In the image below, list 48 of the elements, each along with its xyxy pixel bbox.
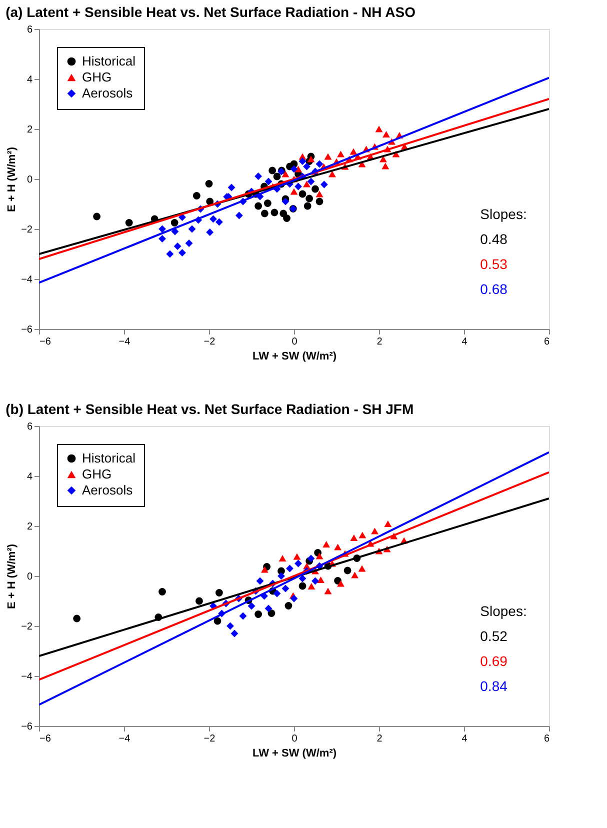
- y-tick-label: 0: [26, 572, 33, 582]
- legend-label: Historical: [82, 54, 136, 68]
- y-tick-label: −2: [21, 622, 33, 632]
- x-axis-title: LW + SW (W/m²): [252, 350, 337, 362]
- x-tick-label: 4: [462, 734, 468, 744]
- x-tick-label: 2: [376, 734, 383, 744]
- chart-title: (b) Latent + Sensible Heat vs. Net Surface Radiation - SH JFM: [6, 401, 414, 417]
- x-tick-label: −6: [40, 336, 52, 348]
- annotation: 0.48: [480, 231, 508, 247]
- legend-label: GHG: [82, 70, 112, 84]
- y-axis-title: E + H (W/m²): [6, 544, 18, 610]
- x-tick-label: 0: [292, 336, 298, 348]
- legend-label: Aerosols: [82, 482, 134, 498]
- x-tick-label: 2: [376, 336, 383, 348]
- annotation: 0.69: [480, 653, 508, 669]
- x-tick-label: 4: [462, 336, 468, 348]
- chart-title: (a) Latent + Sensible Heat vs. Net Surface Radiation - NH ASO: [6, 4, 416, 20]
- x-axis-title: LW + SW (W/m²): [252, 748, 337, 760]
- y-tick-label: 0: [26, 174, 33, 186]
- y-tick-label: 6: [26, 24, 33, 36]
- annotation: 0.53: [480, 256, 508, 272]
- y-tick-label: −4: [21, 274, 33, 286]
- x-tick-label: 6: [544, 734, 550, 744]
- x-tick-label: −2: [204, 336, 216, 348]
- x-tick-label: 0: [292, 734, 298, 744]
- y-tick-label: −6: [21, 324, 33, 336]
- y-tick-label: −2: [21, 224, 33, 236]
- annotation: Slopes:: [480, 206, 527, 222]
- y-tick-label: 2: [26, 124, 33, 136]
- x-tick-label: −4: [118, 734, 131, 744]
- legend-label: Historical: [82, 450, 136, 466]
- annotation: 0.84: [480, 678, 508, 694]
- x-tick-label: 6: [544, 336, 550, 348]
- y-tick-label: −6: [21, 722, 33, 732]
- annotation: 0.52: [480, 628, 508, 644]
- x-tick-label: −4: [118, 336, 131, 348]
- x-tick-label: −6: [40, 734, 52, 744]
- y-tick-label: 4: [26, 472, 33, 482]
- y-tick-label: −4: [21, 672, 33, 682]
- x-tick-label: −2: [204, 734, 216, 744]
- y-tick-label: 6: [26, 422, 33, 432]
- y-tick-label: 2: [26, 522, 33, 532]
- annotation: Slopes:: [480, 603, 527, 619]
- legend-label: Aerosols: [82, 86, 134, 100]
- annotation: 0.68: [480, 281, 508, 297]
- legend-label: GHG: [82, 466, 112, 482]
- y-axis-title: E + H (W/m²): [6, 146, 18, 212]
- y-tick-label: 4: [26, 74, 33, 86]
